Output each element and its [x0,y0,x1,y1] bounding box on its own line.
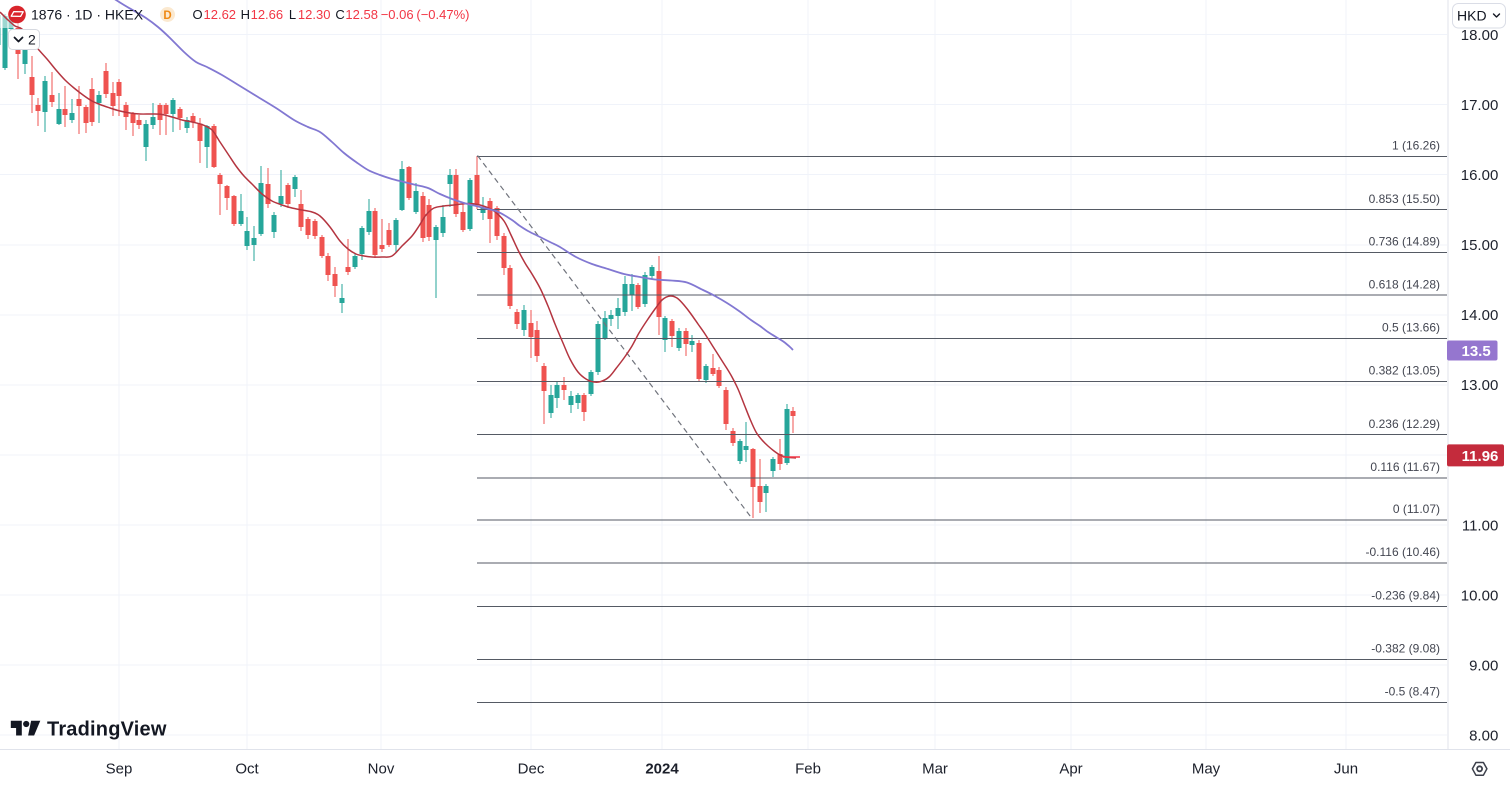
svg-text:13.5: 13.5 [1461,343,1490,360]
svg-text:Mar: Mar [922,761,948,778]
svg-text:15.00: 15.00 [1461,237,1499,254]
svg-text:12.66: 12.66 [251,7,284,22]
svg-text:9.00: 9.00 [1469,658,1498,675]
svg-text:HKD: HKD [1457,8,1487,24]
svg-text:-0.236 (9.84): -0.236 (9.84) [1371,588,1440,602]
svg-text:11.96: 11.96 [1462,448,1499,465]
svg-text:−0.06: −0.06 [381,7,414,22]
svg-text:0 (11.07): 0 (11.07) [1393,502,1440,516]
svg-text:O: O [193,7,203,22]
svg-text:14.00: 14.00 [1461,307,1499,324]
svg-text:-0.116 (10.46): -0.116 (10.46) [1366,545,1441,559]
svg-text:8.00: 8.00 [1469,728,1498,745]
svg-text:(−0.47%): (−0.47%) [416,7,469,22]
svg-text:Jun: Jun [1334,761,1358,778]
svg-text:0.618 (14.28): 0.618 (14.28) [1369,277,1440,291]
svg-text:Oct: Oct [235,761,259,778]
svg-text:10.00: 10.00 [1461,587,1499,604]
svg-text:-0.5 (8.47): -0.5 (8.47) [1385,684,1440,698]
svg-text:Sep: Sep [106,761,133,778]
svg-text:2: 2 [28,32,36,48]
svg-text:0.382 (13.05): 0.382 (13.05) [1369,364,1440,378]
svg-text:0.736 (14.89): 0.736 (14.89) [1369,235,1440,249]
svg-text:Feb: Feb [795,761,821,778]
svg-text:17.00: 17.00 [1461,97,1499,114]
svg-text:16.00: 16.00 [1461,167,1499,184]
svg-text:D: D [163,10,171,22]
svg-text:2024: 2024 [645,761,679,778]
svg-text:0.5 (13.66): 0.5 (13.66) [1382,321,1440,335]
svg-text:0.236 (12.29): 0.236 (12.29) [1369,417,1440,431]
svg-text:Apr: Apr [1059,761,1082,778]
svg-text:Dec: Dec [518,761,545,778]
svg-text:L: L [289,7,296,22]
svg-text:1 (16.26): 1 (16.26) [1392,139,1440,153]
svg-text:1876 · 1D · HKEX: 1876 · 1D · HKEX [31,7,144,23]
svg-text:18.00: 18.00 [1461,27,1499,44]
svg-text:13.00: 13.00 [1461,377,1499,394]
svg-text:0.116 (11.67): 0.116 (11.67) [1370,460,1440,474]
svg-text:TradingView: TradingView [47,719,167,741]
svg-text:11.00: 11.00 [1462,517,1498,534]
svg-text:0.853 (15.50): 0.853 (15.50) [1369,192,1440,206]
svg-text:12.62: 12.62 [204,7,237,22]
svg-text:12.30: 12.30 [298,7,331,22]
svg-text:-0.382 (9.08): -0.382 (9.08) [1371,642,1440,656]
svg-text:Nov: Nov [368,761,395,778]
svg-text:H: H [241,7,250,22]
svg-text:C: C [335,7,344,22]
svg-text:May: May [1192,761,1221,778]
svg-text:12.58: 12.58 [345,7,378,22]
